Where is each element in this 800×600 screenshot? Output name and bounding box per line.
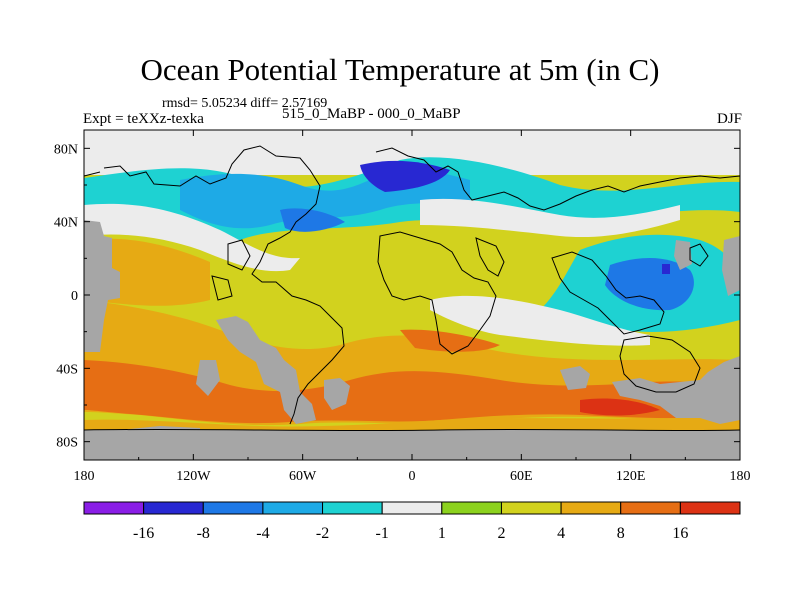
field-cold-patch-west: [280, 208, 345, 232]
season-label: DJF: [716, 111, 742, 127]
colorbar-swatch: [381, 501, 443, 515]
land-south-america: [216, 316, 316, 424]
field-neutral-west: [84, 203, 300, 272]
land-islet-indian: [560, 366, 590, 390]
temperature-field: [84, 130, 740, 460]
field-hot-central: [400, 329, 500, 352]
y-tick-label: 40S: [56, 362, 78, 377]
field-hot-south: [84, 360, 740, 424]
stats-label: rmsd= 5.05234 diff= 2.57169: [162, 96, 328, 111]
colorbar-swatch: [620, 501, 681, 515]
x-tick-label: 120E: [616, 469, 646, 484]
x-axis: 180 120W 60W 0 60E 120E 180: [74, 130, 751, 484]
field-neutral-equator: [430, 295, 650, 346]
colorbar-swatch: [500, 501, 562, 515]
x-tick-label: 0: [409, 469, 416, 484]
colorbar-swatch: [560, 501, 622, 515]
experiment-label: Expt = teXXz-texka: [83, 111, 204, 127]
land-antarctic-edge: [120, 426, 200, 432]
y-axis: 80N 40N 0 40S 80S: [54, 142, 740, 451]
colorbar-swatch: [262, 501, 324, 515]
land-islet-pacific: [674, 240, 692, 270]
land-east-pacific: [722, 236, 740, 296]
chart-title: Ocean Potential Temperature at 5m (in C): [140, 52, 660, 87]
land-islet-sa: [196, 360, 220, 396]
experiment-name: 515_0_MaBP - 000_0_MaBP: [282, 106, 461, 122]
field-cold-spot-east: [662, 264, 670, 274]
x-tick-label: 180: [74, 469, 95, 484]
y-tick-label: 0: [71, 289, 78, 304]
coastline-outlines: [84, 145, 740, 432]
colorbar-swatch: [83, 501, 145, 515]
colorbar-swatch: [441, 501, 502, 515]
x-tick-label: 60E: [510, 469, 533, 484]
land-australia-south: [612, 356, 740, 424]
x-tick-label: 60W: [289, 469, 317, 484]
colorbar-label: -1: [376, 525, 389, 542]
field-hottest-spot: [580, 398, 660, 416]
x-tick-label: 180: [730, 469, 751, 484]
colorbar-label: 8: [617, 525, 625, 542]
field-cold-spot-north: [360, 160, 450, 192]
y-tick-label: 80N: [54, 142, 78, 157]
land-west: [84, 220, 120, 352]
colorbar-label: -2: [316, 525, 329, 542]
colorbar-label: -8: [197, 525, 210, 542]
colorbar: -16 -8 -4 -2 -1 1 2 4 8 16: [83, 501, 741, 542]
colorbar-swatch: [322, 501, 383, 515]
colorbar-swatch: [679, 501, 741, 515]
field-neutral-mid: [420, 198, 680, 238]
colorbar-label: 1: [438, 525, 446, 542]
colorbar-label: 2: [497, 525, 505, 542]
colorbar-label: 16: [672, 525, 688, 542]
land-antarctica: [84, 430, 740, 460]
colorbar-label: -16: [133, 525, 154, 542]
x-tick-label: 120W: [176, 469, 211, 484]
colorbar-label: -4: [256, 525, 269, 542]
colorbar-label: 4: [557, 525, 565, 542]
y-tick-label: 40N: [54, 216, 78, 231]
colorbar-swatch: [143, 501, 204, 515]
colorbar-swatch: [202, 501, 264, 515]
land-islet-atlantic: [324, 378, 350, 410]
y-tick-label: 80S: [56, 436, 78, 451]
field-cool-tongue-core: [605, 258, 694, 311]
